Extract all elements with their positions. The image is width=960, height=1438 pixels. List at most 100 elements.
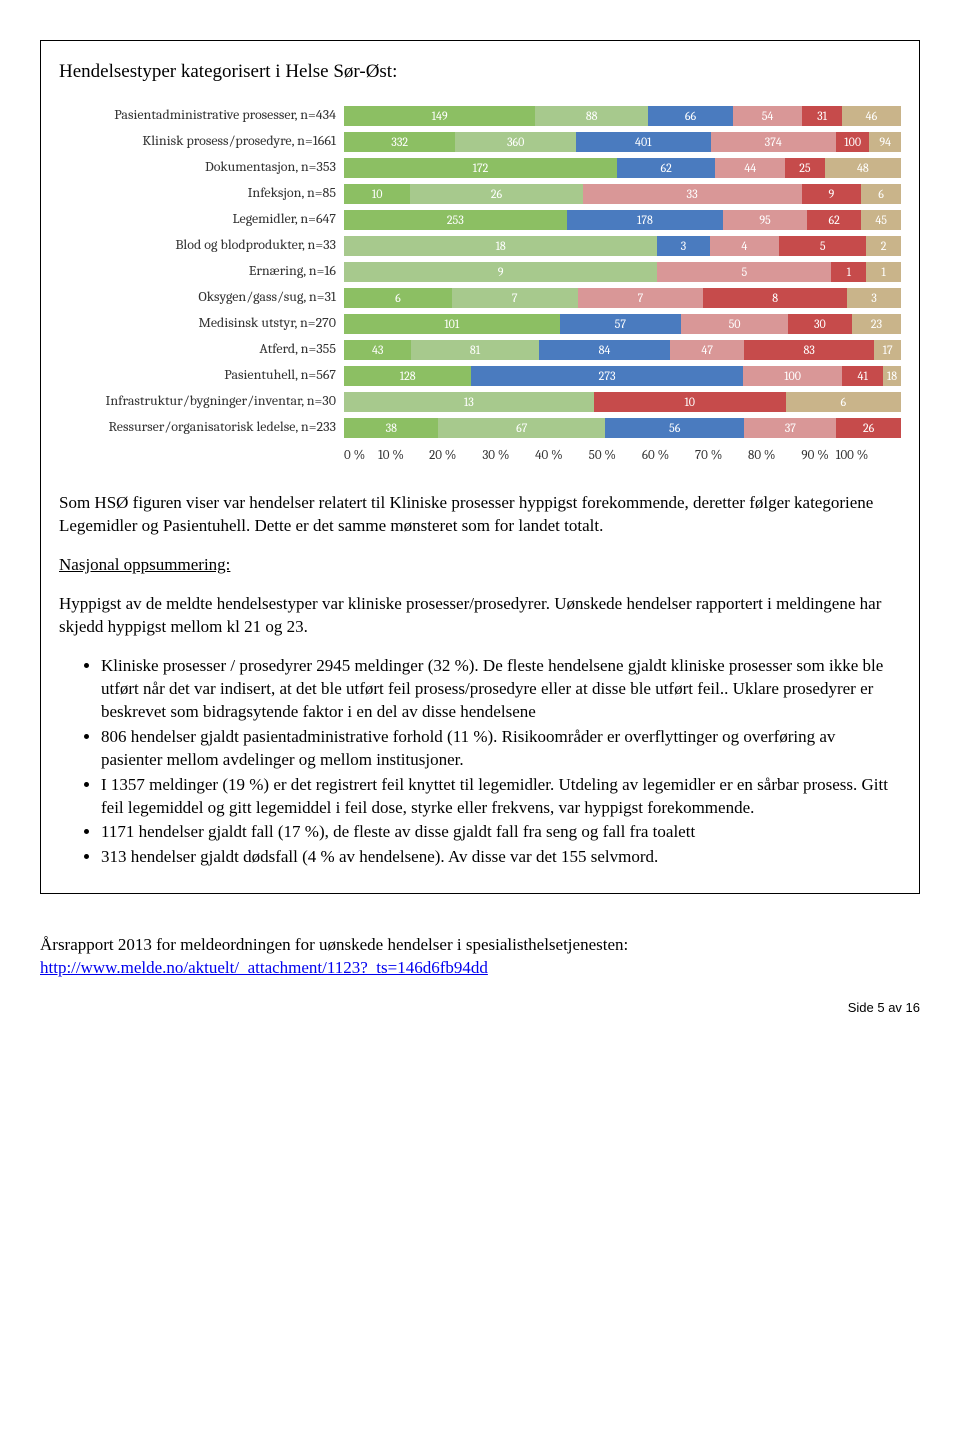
chart-bar: 438184478317 (344, 340, 901, 360)
chart-segment: 10 (594, 392, 786, 412)
axis-tick: 30 % (482, 447, 509, 465)
chart-segment: 41 (842, 366, 883, 386)
chart-bar: 1498866543146 (344, 106, 901, 126)
chart-segment: 17 (874, 340, 901, 360)
chart-segment: 1 (866, 262, 901, 282)
chart-bar: 67783 (344, 288, 901, 308)
chart-segment: 178 (567, 210, 724, 230)
report-reference-text: Årsrapport 2013 for meldeordningen for u… (40, 934, 920, 957)
chart-segment: 23 (852, 314, 901, 334)
axis-tick: 0 % (344, 447, 365, 465)
chart-bar: 1282731004118 (344, 366, 901, 386)
chart-segment: 43 (344, 340, 411, 360)
axis-tick: 90 % (801, 447, 828, 465)
chart-segment: 81 (411, 340, 538, 360)
chart-segment: 374 (711, 132, 836, 152)
chart-segment: 4 (710, 236, 780, 256)
chart-row-label: Oksygen/gass/sug, n=31 (59, 288, 344, 307)
chart-segment: 33 (583, 184, 802, 204)
chart-segment: 38 (344, 418, 438, 438)
chart-row: Pasientadministrative prosesser, n=43414… (59, 103, 901, 129)
chart-segment: 10 (344, 184, 410, 204)
chart-row: Atferd, n=355438184478317 (59, 337, 901, 363)
chart-row: Medisinsk utstyr, n=27010157503023 (59, 311, 901, 337)
chart-segment: 6 (344, 288, 452, 308)
paragraph-intro: Som HSØ figuren viser var hendelser rela… (59, 492, 901, 538)
content-box: Hendelsestyper kategorisert i Helse Sør-… (40, 40, 920, 894)
chart-bar: 9511 (344, 262, 901, 282)
chart-row: Ressurser/organisatorisk ledelse, n=2333… (59, 415, 901, 441)
bullet-list: Kliniske prosesser / prosedyrer 2945 mel… (59, 655, 901, 869)
axis-tick: 10 % (378, 447, 404, 465)
chart-bar: 33236040137410094 (344, 132, 901, 152)
chart-segment: 37 (744, 418, 836, 438)
page-number: Side 5 av 16 (848, 999, 920, 1017)
stacked-bar-chart: Pasientadministrative prosesser, n=43414… (59, 103, 901, 465)
chart-row-label: Ernæring, n=16 (59, 262, 344, 281)
chart-segment: 54 (733, 106, 802, 126)
chart-bar: 253178956245 (344, 210, 901, 230)
chart-row: Oksygen/gass/sug, n=3167783 (59, 285, 901, 311)
chart-segment: 7 (452, 288, 578, 308)
chart-segment: 50 (681, 314, 788, 334)
bullet-item: I 1357 meldinger (19 %) er det registrer… (101, 774, 901, 820)
axis-tick: 70 % (695, 447, 722, 465)
chart-segment: 66 (648, 106, 733, 126)
chart-segment: 46 (842, 106, 901, 126)
chart-segment: 31 (802, 106, 842, 126)
chart-segment: 172 (344, 158, 617, 178)
subheading-text: Nasjonal oppsummering: (59, 555, 230, 574)
chart-row: Blod og blodprodukter, n=33183452 (59, 233, 901, 259)
chart-segment: 13 (344, 392, 594, 412)
chart-row-label: Pasientuhell, n=567 (59, 366, 344, 385)
chart-segment: 62 (617, 158, 715, 178)
chart-row-label: Pasientadministrative prosesser, n=434 (59, 106, 344, 125)
chart-segment: 7 (578, 288, 704, 308)
chart-segment: 253 (344, 210, 567, 230)
chart-segment: 360 (455, 132, 576, 152)
chart-row-label: Infrastruktur/bygninger/inventar, n=30 (59, 392, 344, 411)
chart-segment: 18 (344, 236, 657, 256)
chart-row-label: Dokumentasjon, n=353 (59, 158, 344, 177)
report-link[interactable]: http://www.melde.no/aktuelt/_attachment/… (40, 958, 488, 977)
chart-segment: 5 (779, 236, 866, 256)
chart-row: Klinisk prosess/prosedyre, n=16613323604… (59, 129, 901, 155)
bullet-item: 806 hendelser gjaldt pasientadministrati… (101, 726, 901, 772)
chart-segment: 57 (560, 314, 682, 334)
chart-segment: 1 (831, 262, 866, 282)
axis-tick: 80 % (748, 447, 775, 465)
chart-bar: 10263396 (344, 184, 901, 204)
bullet-item: 313 hendelser gjaldt dødsfall (4 % av he… (101, 846, 901, 869)
chart-segment: 101 (344, 314, 560, 334)
chart-row: Ernæring, n=169511 (59, 259, 901, 285)
chart-segment: 47 (670, 340, 744, 360)
chart-segment: 48 (825, 158, 901, 178)
chart-segment: 45 (861, 210, 901, 230)
axis-tick: 100 % (836, 447, 869, 465)
chart-bar: 183452 (344, 236, 901, 256)
chart-segment: 100 (743, 366, 842, 386)
axis-tick: 20 % (429, 447, 456, 465)
chart-bar: 17262442548 (344, 158, 901, 178)
chart-segment: 5 (657, 262, 831, 282)
chart-bar: 10157503023 (344, 314, 901, 334)
chart-segment: 62 (807, 210, 862, 230)
chart-segment: 56 (605, 418, 744, 438)
chart-segment: 8 (703, 288, 847, 308)
chart-segment: 30 (788, 314, 852, 334)
chart-row-label: Atferd, n=355 (59, 340, 344, 359)
chart-segment: 100 (836, 132, 870, 152)
chart-segment: 94 (869, 132, 901, 152)
chart-segment: 44 (715, 158, 785, 178)
chart-row-label: Ressurser/organisatorisk ledelse, n=233 (59, 418, 344, 437)
report-reference: Årsrapport 2013 for meldeordningen for u… (40, 934, 920, 980)
chart-segment: 6 (786, 392, 901, 412)
chart-segment: 26 (836, 418, 901, 438)
chart-row-label: Legemidler, n=647 (59, 210, 344, 229)
axis-tick: 50 % (589, 447, 616, 465)
chart-row: Dokumentasjon, n=35317262442548 (59, 155, 901, 181)
chart-segment: 401 (576, 132, 710, 152)
chart-row: Infeksjon, n=8510263396 (59, 181, 901, 207)
chart-row: Pasientuhell, n=5671282731004118 (59, 363, 901, 389)
chart-row-label: Medisinsk utstyr, n=270 (59, 314, 344, 333)
